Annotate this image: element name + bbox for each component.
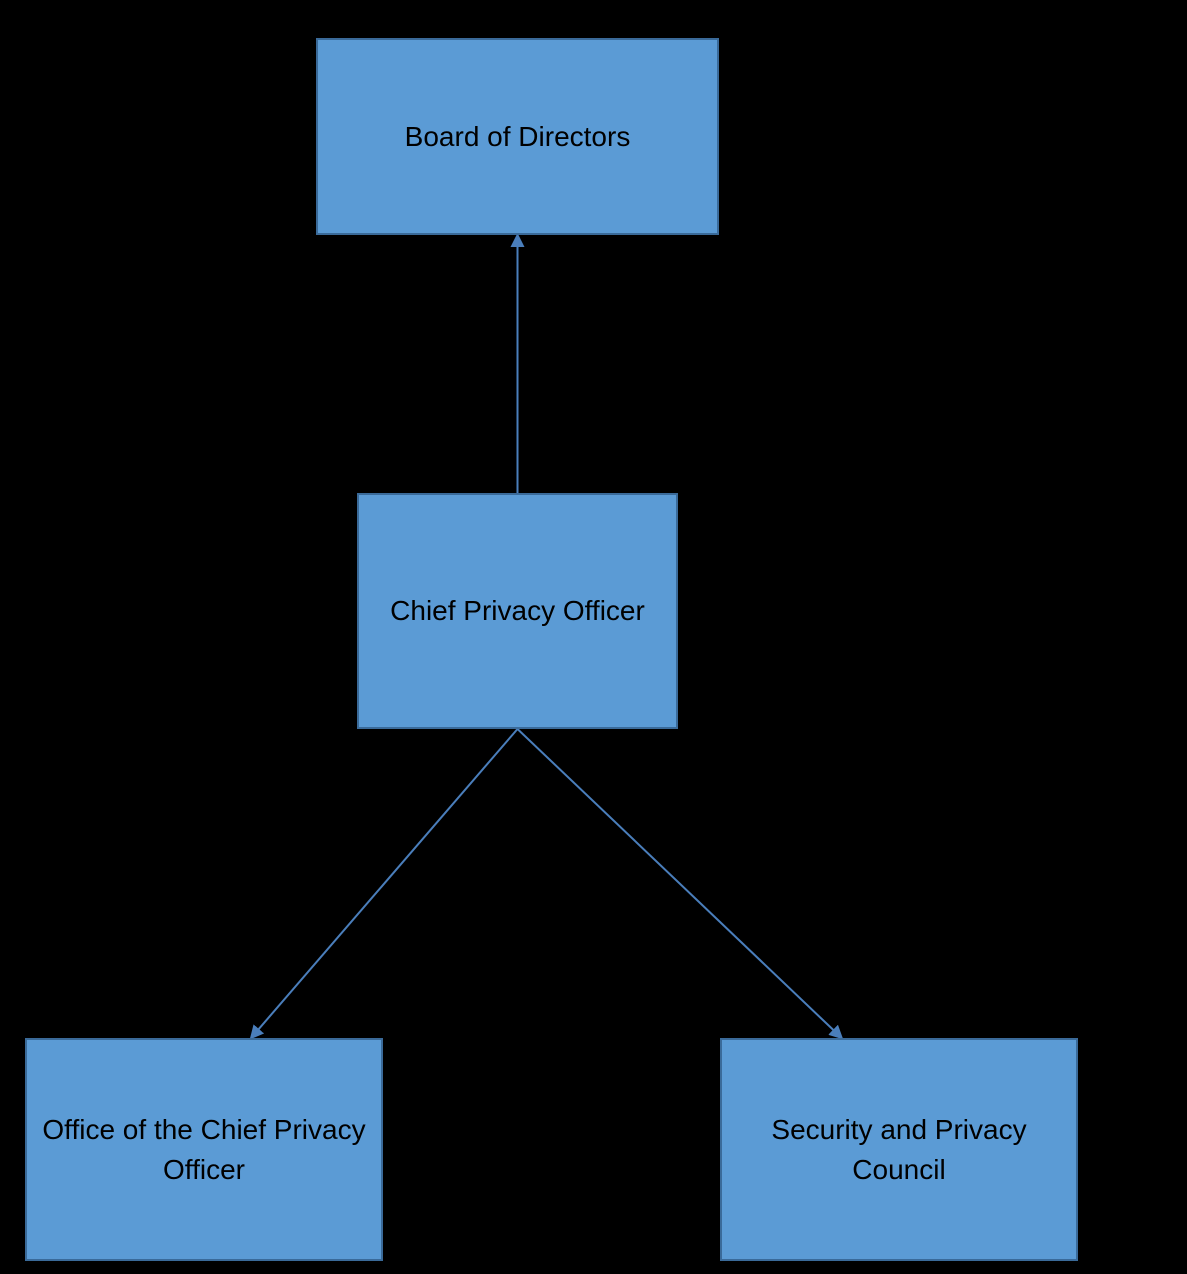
node-board: Board of Directors bbox=[316, 38, 719, 235]
edge-cpo-to-office bbox=[251, 729, 517, 1038]
node-label: Security and Privacy Council bbox=[732, 1110, 1066, 1188]
node-label: Office of the Chief Privacy Officer bbox=[37, 1110, 371, 1188]
node-office: Office of the Chief Privacy Officer bbox=[25, 1038, 383, 1261]
node-label: Board of Directors bbox=[405, 117, 631, 156]
node-label: Chief Privacy Officer bbox=[390, 591, 645, 630]
node-cpo: Chief Privacy Officer bbox=[357, 493, 678, 729]
edge-cpo-to-council bbox=[518, 729, 842, 1038]
node-council: Security and Privacy Council bbox=[720, 1038, 1078, 1261]
org-chart-diagram: Board of Directors Chief Privacy Officer O… bbox=[0, 0, 1187, 1274]
